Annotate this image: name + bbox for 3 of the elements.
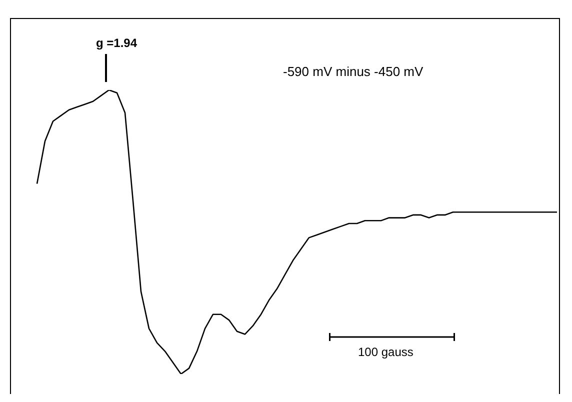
annotation: 100 gauss [358,345,414,359]
text: g =1.94 [96,36,138,50]
text: -590 mV minus -450 mV [283,64,424,79]
